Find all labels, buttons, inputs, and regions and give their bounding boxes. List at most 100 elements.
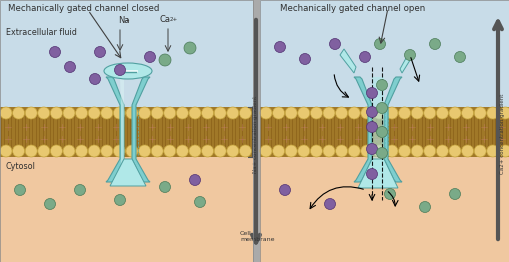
Text: Ca: Ca [160, 15, 171, 24]
Ellipse shape [104, 63, 152, 79]
Circle shape [310, 145, 322, 157]
Circle shape [14, 184, 25, 195]
Circle shape [322, 107, 334, 119]
Text: Cell
membrane: Cell membrane [240, 231, 274, 242]
Circle shape [404, 50, 415, 61]
Circle shape [454, 52, 465, 63]
Circle shape [227, 145, 238, 157]
Bar [0, 0, 252, 262]
Circle shape [151, 145, 163, 157]
Circle shape [285, 107, 297, 119]
Circle shape [373, 145, 385, 157]
Circle shape [297, 107, 309, 119]
Circle shape [398, 145, 410, 157]
Circle shape [329, 39, 340, 50]
Circle shape [159, 182, 170, 193]
Polygon shape [106, 77, 124, 182]
Circle shape [366, 168, 377, 179]
Circle shape [126, 145, 138, 157]
Circle shape [322, 145, 334, 157]
Text: Mechanically gated channel open: Mechanically gated channel open [279, 4, 425, 13]
Circle shape [373, 107, 385, 119]
Text: Na: Na [118, 16, 129, 25]
Circle shape [498, 145, 509, 157]
Circle shape [49, 46, 61, 57]
Circle shape [89, 74, 100, 85]
Circle shape [272, 107, 284, 119]
Text: Extracellular fluid: Extracellular fluid [6, 28, 77, 37]
Bar [0, 107, 252, 157]
Circle shape [486, 107, 498, 119]
Circle shape [310, 107, 322, 119]
Circle shape [13, 107, 24, 119]
Text: Ca2+ concentration gradient: Ca2+ concentration gradient [499, 94, 504, 174]
Circle shape [448, 188, 460, 199]
Bar [260, 0, 509, 107]
Circle shape [498, 107, 509, 119]
Circle shape [299, 53, 310, 64]
Circle shape [359, 52, 370, 63]
Circle shape [75, 145, 88, 157]
Circle shape [151, 107, 163, 119]
Polygon shape [340, 49, 355, 73]
Polygon shape [399, 51, 411, 73]
Circle shape [348, 145, 359, 157]
Text: 2+: 2+ [169, 17, 178, 22]
Polygon shape [120, 77, 124, 182]
Circle shape [189, 145, 201, 157]
Circle shape [473, 107, 485, 119]
Circle shape [13, 145, 24, 157]
Circle shape [272, 145, 284, 157]
Circle shape [201, 145, 213, 157]
Circle shape [410, 145, 422, 157]
Text: Cytosol: Cytosol [6, 162, 36, 171]
Circle shape [436, 145, 447, 157]
Circle shape [260, 145, 271, 157]
Circle shape [419, 201, 430, 212]
Circle shape [159, 54, 171, 66]
Circle shape [348, 107, 359, 119]
Circle shape [115, 64, 125, 75]
Circle shape [189, 174, 200, 185]
Circle shape [385, 107, 397, 119]
Circle shape [461, 107, 473, 119]
Polygon shape [353, 77, 371, 182]
Circle shape [486, 145, 498, 157]
Circle shape [410, 107, 422, 119]
Circle shape [376, 102, 387, 113]
Circle shape [448, 145, 460, 157]
Circle shape [50, 145, 62, 157]
Circle shape [63, 145, 75, 157]
Text: +: + [124, 18, 128, 23]
Circle shape [194, 196, 205, 208]
Circle shape [279, 184, 290, 195]
Circle shape [184, 42, 195, 54]
Circle shape [94, 46, 105, 57]
Circle shape [63, 107, 75, 119]
Circle shape [176, 107, 188, 119]
Circle shape [64, 62, 75, 73]
Circle shape [374, 39, 385, 50]
Text: Na+ concentration gradient: Na+ concentration gradient [253, 95, 258, 173]
Circle shape [144, 52, 155, 63]
Circle shape [285, 145, 297, 157]
Circle shape [74, 184, 86, 195]
Circle shape [297, 145, 309, 157]
Circle shape [423, 107, 435, 119]
Circle shape [126, 107, 138, 119]
Circle shape [274, 41, 285, 52]
Bar [260, 0, 509, 262]
Circle shape [423, 145, 435, 157]
Circle shape [25, 107, 37, 119]
Circle shape [436, 107, 447, 119]
Circle shape [398, 107, 410, 119]
Circle shape [138, 145, 150, 157]
Circle shape [75, 107, 88, 119]
Bar [0, 0, 252, 107]
Polygon shape [132, 77, 150, 182]
Circle shape [38, 107, 50, 119]
Circle shape [448, 107, 460, 119]
Circle shape [376, 148, 387, 159]
Circle shape [260, 107, 271, 119]
Circle shape [214, 145, 226, 157]
